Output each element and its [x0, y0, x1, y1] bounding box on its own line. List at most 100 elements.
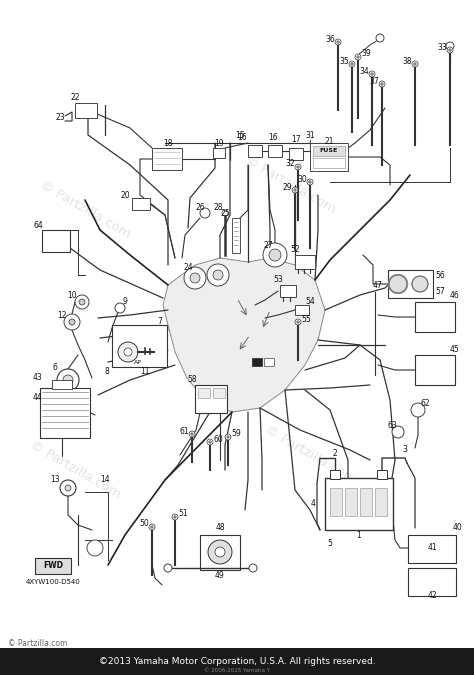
Circle shape	[190, 273, 200, 283]
Text: 28: 28	[213, 203, 223, 213]
Bar	[200, 535, 240, 570]
Text: 52: 52	[290, 244, 300, 254]
Circle shape	[309, 181, 311, 183]
Circle shape	[297, 321, 299, 323]
Bar	[310, 143, 348, 171]
Text: 38: 38	[402, 57, 412, 65]
Text: 60: 60	[213, 435, 223, 443]
Circle shape	[65, 485, 71, 491]
Text: AP: AP	[134, 360, 142, 365]
Circle shape	[115, 303, 125, 313]
Circle shape	[307, 179, 313, 185]
Bar	[264, 358, 274, 366]
Bar	[375, 488, 387, 516]
Text: 39: 39	[361, 49, 371, 59]
Bar	[408, 535, 456, 563]
Text: 14: 14	[100, 475, 110, 485]
Circle shape	[87, 540, 103, 556]
Bar	[132, 198, 150, 210]
Text: 3: 3	[402, 446, 408, 454]
Circle shape	[379, 81, 385, 87]
Text: 46: 46	[450, 290, 460, 300]
Bar	[268, 145, 282, 157]
Circle shape	[57, 369, 79, 391]
Text: 44: 44	[33, 394, 43, 402]
Circle shape	[227, 436, 229, 438]
Text: 12: 12	[57, 311, 67, 321]
Text: 31: 31	[305, 132, 315, 140]
Circle shape	[411, 403, 425, 417]
Text: © Partzilla.com: © Partzilla.com	[27, 439, 123, 502]
Text: 45: 45	[450, 346, 460, 354]
Text: 61: 61	[179, 427, 189, 435]
Text: 30: 30	[297, 175, 307, 184]
Bar	[313, 158, 345, 168]
Circle shape	[381, 83, 383, 85]
Circle shape	[225, 434, 231, 440]
Circle shape	[200, 208, 210, 218]
Circle shape	[149, 524, 155, 530]
Bar	[198, 388, 210, 398]
Bar	[377, 470, 387, 479]
Circle shape	[174, 516, 176, 518]
Circle shape	[209, 441, 211, 443]
Bar	[360, 488, 372, 516]
Text: 53: 53	[273, 275, 283, 284]
Text: 47: 47	[373, 281, 383, 290]
Text: © Partzilla.com: © Partzilla.com	[242, 154, 338, 216]
Text: 37: 37	[369, 76, 379, 86]
Bar	[313, 146, 345, 156]
Circle shape	[79, 299, 85, 305]
Bar	[388, 270, 433, 298]
Text: 54: 54	[305, 298, 315, 306]
Circle shape	[295, 319, 301, 325]
Text: © Partzilla.com: © Partzilla.com	[8, 639, 67, 647]
Bar	[415, 302, 455, 332]
Circle shape	[63, 375, 73, 385]
Bar	[252, 358, 262, 366]
Text: 25: 25	[220, 209, 230, 217]
Circle shape	[213, 270, 223, 280]
Text: 55: 55	[301, 315, 311, 323]
Circle shape	[215, 547, 225, 557]
Text: 4: 4	[310, 500, 315, 508]
Text: 11: 11	[140, 367, 150, 377]
Text: 24: 24	[183, 263, 193, 273]
Text: FUSE: FUSE	[320, 148, 338, 153]
Bar	[75, 103, 97, 118]
Bar	[330, 470, 340, 479]
Bar	[295, 305, 309, 315]
Circle shape	[357, 56, 359, 58]
Text: 29: 29	[282, 182, 292, 192]
Text: FWD: FWD	[43, 562, 63, 570]
Text: 2: 2	[333, 448, 337, 458]
Circle shape	[191, 433, 193, 435]
Text: 63: 63	[387, 421, 397, 429]
Polygon shape	[163, 258, 325, 412]
Text: 58: 58	[187, 375, 197, 385]
Bar	[213, 388, 225, 398]
Text: 16: 16	[237, 134, 247, 142]
Circle shape	[60, 480, 76, 496]
Text: 64: 64	[33, 221, 43, 230]
Text: 56: 56	[435, 271, 445, 279]
Text: 10: 10	[67, 292, 77, 300]
Circle shape	[292, 187, 298, 193]
Text: 15: 15	[235, 130, 245, 140]
Text: 16: 16	[268, 134, 278, 142]
Circle shape	[118, 342, 138, 362]
Circle shape	[269, 249, 281, 261]
Text: 19: 19	[214, 138, 224, 148]
Text: 34: 34	[359, 67, 369, 76]
Circle shape	[189, 431, 195, 437]
Text: 26: 26	[195, 202, 205, 211]
Text: 59: 59	[231, 429, 241, 439]
Bar	[42, 230, 70, 252]
Bar	[35, 558, 71, 574]
Bar	[195, 385, 227, 413]
Circle shape	[449, 49, 451, 51]
Text: 22: 22	[70, 92, 80, 101]
Text: 21: 21	[324, 138, 334, 146]
Circle shape	[69, 319, 75, 325]
Text: 57: 57	[435, 288, 445, 296]
